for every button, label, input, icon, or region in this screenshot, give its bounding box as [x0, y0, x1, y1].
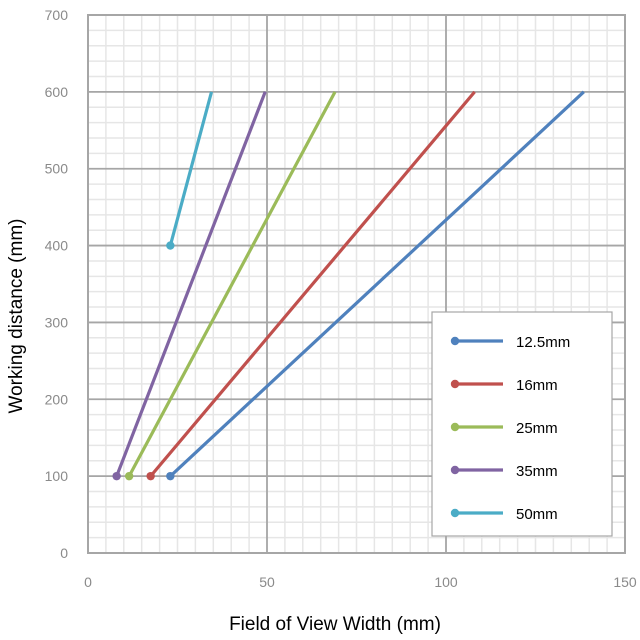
plot-area-frame	[87, 14, 626, 554]
legend-item: 25mm	[450, 420, 558, 437]
series-16mm	[146, 90, 476, 481]
x-tick-label: 50	[259, 574, 275, 590]
legend-item: 12.5mm	[450, 334, 570, 351]
y-tick-label: 200	[45, 391, 69, 407]
y-tick-label: 500	[45, 161, 69, 177]
y-axis-tick-labels: 0 100 200 300 400 500 600 700	[45, 7, 69, 561]
legend-swatch-marker	[450, 465, 460, 475]
series-layer	[112, 90, 585, 481]
series-line	[127, 91, 337, 477]
legend-label: 25mm	[516, 420, 558, 437]
legend-label: 16mm	[516, 377, 558, 394]
legend-label: 35mm	[516, 463, 558, 480]
series-50mm	[166, 91, 214, 250]
y-tick-label: 400	[45, 238, 69, 254]
legend-swatch-marker	[450, 336, 460, 346]
series-line	[169, 90, 585, 478]
legend-box	[431, 311, 613, 537]
series-25mm	[124, 91, 337, 481]
x-axis-title: Field of View Width (mm)	[229, 614, 441, 635]
series-line	[115, 91, 267, 477]
x-tick-label: 150	[613, 574, 637, 590]
y-tick-label: 700	[45, 7, 69, 23]
series-start-marker	[112, 471, 121, 481]
y-tick-label: 0	[60, 545, 68, 561]
legend-label: 50mm	[516, 506, 558, 523]
series-start-marker	[166, 471, 175, 481]
legend: 12.5mm 16mm 25mm 35mm 50mm	[431, 311, 613, 537]
legend-item: 35mm	[450, 463, 558, 480]
legend-swatch-marker	[450, 422, 460, 432]
series-12-5mm	[166, 90, 585, 481]
legend-item: 16mm	[450, 377, 558, 394]
x-tick-label: 100	[434, 574, 458, 590]
x-axis-tick-labels: 0 50 100 150	[84, 574, 637, 590]
x-tick-label: 0	[84, 574, 92, 590]
series-start-marker	[124, 471, 134, 481]
series-line	[149, 90, 476, 478]
series-35mm	[112, 91, 267, 481]
legend-label: 12.5mm	[516, 334, 570, 351]
legend-swatch-marker	[450, 379, 460, 389]
series-start-marker	[146, 471, 155, 481]
legend-item: 50mm	[450, 506, 558, 523]
y-axis-title: Working distance (mm)	[6, 219, 27, 414]
y-tick-label: 300	[45, 314, 69, 330]
series-start-marker	[166, 241, 175, 250]
legend-swatch-marker	[450, 508, 460, 518]
series-line	[168, 91, 214, 246]
y-tick-label: 100	[45, 468, 69, 484]
y-tick-label: 600	[45, 84, 69, 100]
